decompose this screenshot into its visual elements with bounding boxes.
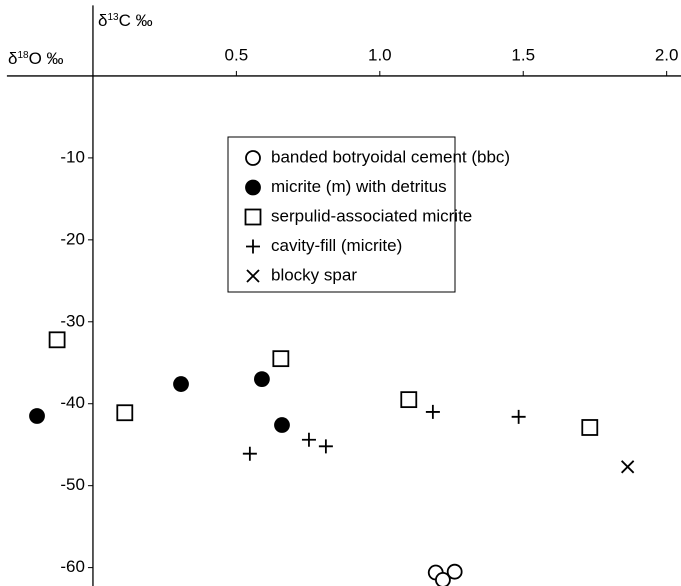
legend-label: banded botryoidal cement (bbc) bbox=[271, 147, 510, 166]
y-label-part: O ‰ bbox=[29, 49, 64, 68]
legend-label: serpulid-associated micrite bbox=[271, 206, 472, 225]
y-tick-label: -60 bbox=[60, 557, 85, 576]
y-tick-label: -30 bbox=[60, 311, 85, 330]
marker bbox=[435, 572, 451, 586]
x-tick-label: 2.0 bbox=[655, 45, 679, 64]
marker bbox=[116, 404, 134, 422]
marker bbox=[621, 460, 635, 474]
marker bbox=[301, 432, 316, 447]
legend-box bbox=[227, 136, 456, 293]
x-tick-label: 1.0 bbox=[368, 45, 392, 64]
y-tick-label: -20 bbox=[60, 229, 85, 248]
y-label-part: 18 bbox=[17, 50, 29, 61]
x-tick-label: 1.5 bbox=[511, 45, 535, 64]
marker bbox=[245, 179, 261, 196]
y-axis-label: δ18O ‰ bbox=[8, 49, 64, 68]
marker bbox=[400, 391, 418, 409]
x-label-part: C ‰ bbox=[119, 11, 153, 30]
marker bbox=[318, 439, 333, 454]
y-tick-label: -10 bbox=[60, 147, 85, 166]
legend-label: cavity-fill (micrite) bbox=[271, 236, 402, 255]
marker bbox=[446, 563, 463, 580]
legend-label: blocky spar bbox=[271, 265, 357, 284]
marker bbox=[48, 331, 66, 349]
marker bbox=[246, 269, 260, 283]
marker bbox=[29, 408, 45, 424]
x-label-part: 13 bbox=[107, 12, 119, 23]
x-axis-label: δ13C ‰ bbox=[98, 11, 153, 30]
marker bbox=[425, 404, 440, 419]
y-tick-label: -40 bbox=[60, 393, 85, 412]
x-label-part: δ bbox=[98, 11, 107, 30]
marker bbox=[245, 150, 261, 166]
marker bbox=[274, 417, 290, 433]
marker bbox=[581, 419, 599, 436]
y-tick-label: -50 bbox=[60, 475, 85, 494]
x-tick-label: 0.5 bbox=[225, 45, 249, 64]
marker bbox=[246, 239, 260, 254]
y-label-part: δ bbox=[8, 49, 17, 68]
marker bbox=[511, 409, 526, 424]
legend-label: micrite (m) with detritus bbox=[271, 177, 447, 196]
marker bbox=[272, 350, 290, 368]
marker bbox=[244, 208, 262, 226]
marker bbox=[254, 371, 270, 388]
marker bbox=[173, 376, 189, 392]
marker bbox=[242, 446, 257, 461]
